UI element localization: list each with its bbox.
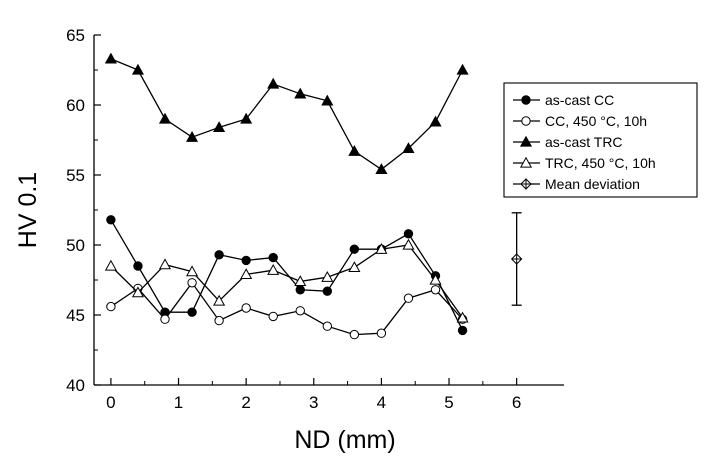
series-line bbox=[110, 244, 464, 319]
legend-label: as-cast TRC bbox=[545, 134, 623, 150]
legend-marker bbox=[521, 95, 531, 105]
data-point bbox=[106, 215, 116, 225]
data-point bbox=[213, 294, 226, 306]
data-point bbox=[456, 63, 469, 75]
legend-label: Mean deviation bbox=[545, 176, 640, 192]
data-point bbox=[321, 94, 334, 106]
plot-area bbox=[104, 52, 523, 340]
data-point bbox=[429, 273, 442, 285]
data-point bbox=[241, 303, 251, 313]
data-point bbox=[267, 263, 280, 275]
data-point bbox=[187, 278, 197, 288]
x-tick-label: 5 bbox=[444, 393, 453, 412]
legend-marker bbox=[519, 135, 533, 147]
legend-entry: TRC, 450 °C, 10h bbox=[513, 155, 656, 171]
data-point bbox=[348, 144, 361, 156]
data-point bbox=[267, 77, 280, 89]
data-point bbox=[268, 252, 278, 263]
data-point bbox=[322, 321, 333, 331]
data-point bbox=[214, 315, 224, 326]
data-point bbox=[104, 259, 117, 271]
data-point bbox=[213, 121, 226, 133]
data-point bbox=[295, 306, 305, 316]
data-point bbox=[375, 242, 388, 254]
data-point bbox=[131, 63, 145, 75]
legend-entry: as-cast CC bbox=[513, 92, 614, 108]
mean-deviation-point bbox=[510, 253, 523, 265]
data-point bbox=[294, 275, 307, 287]
legend-entry: CC, 450 °C, 10h bbox=[513, 113, 647, 129]
data-point bbox=[133, 261, 143, 271]
legend-marker bbox=[520, 178, 532, 190]
y-tick-label: 40 bbox=[66, 376, 85, 395]
series-3 bbox=[104, 52, 469, 175]
data-point bbox=[429, 115, 442, 127]
x-axis-label: ND (mm) bbox=[294, 426, 395, 454]
legend-label: TRC, 450 °C, 10h bbox=[545, 155, 656, 171]
x-tick-label: 0 bbox=[106, 393, 115, 412]
data-point bbox=[430, 285, 441, 295]
data-point bbox=[104, 52, 117, 64]
data-point bbox=[348, 261, 361, 273]
legend-marker bbox=[521, 116, 531, 126]
series-4 bbox=[104, 238, 469, 323]
data-point bbox=[158, 112, 172, 124]
data-point bbox=[295, 285, 305, 295]
y-tick-label: 60 bbox=[66, 96, 85, 115]
legend-box bbox=[503, 82, 698, 198]
data-point bbox=[241, 255, 251, 266]
legend: as-cast CC CC, 450 °C, 10h as-cast TRC TRC,… bbox=[503, 82, 698, 198]
data-point bbox=[402, 142, 415, 154]
y-tick-label: 45 bbox=[66, 306, 85, 325]
data-point bbox=[187, 307, 197, 317]
y-tick-label: 50 bbox=[66, 236, 85, 255]
x-tick-label: 6 bbox=[512, 393, 521, 412]
series-2 bbox=[106, 278, 468, 340]
x-tick-label: 2 bbox=[241, 393, 250, 412]
series-line bbox=[110, 281, 464, 336]
legend-entry: Mean deviation bbox=[513, 176, 640, 192]
data-point bbox=[106, 301, 116, 312]
y-axis-label: HV 0.1 bbox=[14, 172, 42, 248]
x-tick-label: 3 bbox=[309, 393, 318, 412]
data-point bbox=[186, 130, 199, 142]
x-tick-label: 4 bbox=[377, 393, 386, 412]
data-point bbox=[349, 329, 360, 340]
data-point bbox=[402, 238, 415, 250]
data-point bbox=[322, 286, 333, 296]
legend-entry: as-cast TRC bbox=[513, 134, 623, 150]
data-point bbox=[456, 311, 469, 323]
data-point bbox=[214, 250, 224, 260]
data-point bbox=[294, 87, 307, 99]
data-point bbox=[403, 293, 414, 303]
data-point bbox=[186, 265, 199, 277]
data-point bbox=[268, 311, 278, 322]
data-point bbox=[158, 258, 172, 270]
data-point bbox=[131, 286, 145, 298]
data-point bbox=[240, 268, 253, 280]
data-point bbox=[321, 270, 334, 282]
data-point bbox=[457, 325, 468, 336]
y-tick-label: 55 bbox=[66, 166, 85, 185]
y-tick-label: 65 bbox=[66, 26, 85, 45]
data-point bbox=[349, 244, 360, 254]
legend-label: as-cast CC bbox=[545, 92, 614, 108]
data-point bbox=[376, 328, 387, 338]
data-point bbox=[403, 229, 414, 239]
data-point bbox=[375, 163, 388, 175]
x-tick-label: 1 bbox=[174, 393, 183, 412]
data-point bbox=[160, 314, 170, 324]
legend-label: CC, 450 °C, 10h bbox=[545, 113, 647, 129]
legend-marker bbox=[519, 156, 533, 168]
data-point bbox=[240, 112, 253, 124]
mean-deviation-errorbar bbox=[510, 212, 523, 306]
